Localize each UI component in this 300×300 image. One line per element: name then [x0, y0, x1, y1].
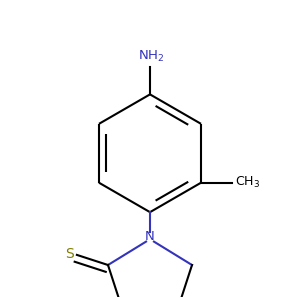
Text: CH$_3$: CH$_3$ — [236, 175, 260, 190]
Text: N: N — [145, 230, 155, 243]
Text: S: S — [65, 248, 74, 261]
Text: NH$_2$: NH$_2$ — [138, 49, 165, 64]
